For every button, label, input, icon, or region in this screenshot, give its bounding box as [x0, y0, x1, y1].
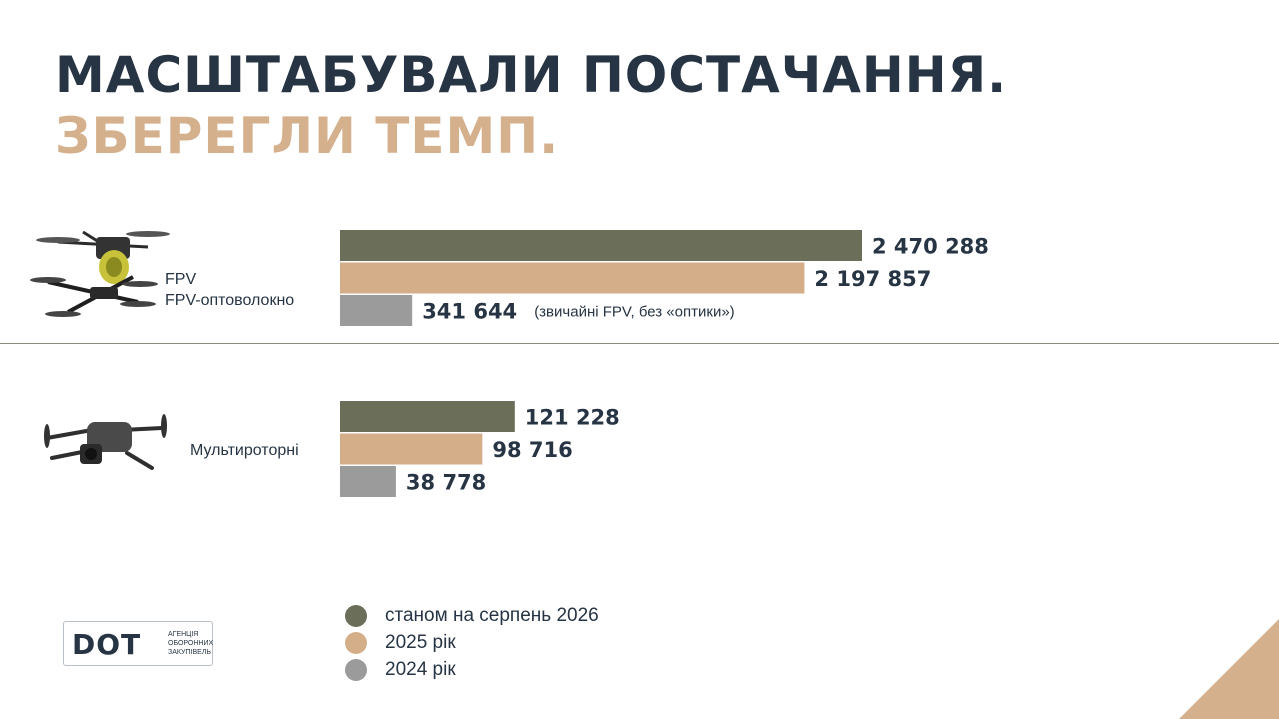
group-label-multirotor: Мультироторні: [190, 442, 299, 459]
data-label-fpv-2024: 341 644: [422, 300, 517, 324]
bar-fpv-2024: [340, 295, 413, 326]
bar-multirotor-2024: [340, 466, 396, 497]
data-label-multirotor-2024: 38 778: [406, 471, 486, 495]
legend-swatch-2025: [345, 631, 367, 654]
group-label-fpv: FPV FPV-оптоволокно: [165, 270, 294, 312]
bar-fpv-2026: [340, 230, 862, 261]
legend-label-2026: станом на серпень 2026: [385, 604, 599, 626]
annotation-fpv-2024: (звичайні FPV, без «оптики»): [534, 304, 735, 321]
logo-subtitle: АГЕНЦІЯ ОБОРОННИХ ЗАКУПІВЕЛЬ: [168, 630, 213, 657]
legend: станом на серпень 2026 2025 рік 2024 рік: [345, 602, 599, 683]
data-label-multirotor-2026: 121 228: [525, 406, 620, 430]
data-label-fpv-2026: 2 470 288: [872, 235, 989, 259]
bar-fpv-2025: [340, 262, 805, 294]
fpv-drone-icon: [30, 230, 170, 317]
data-label-multirotor-2025: 98 716: [492, 438, 572, 462]
legend-label-2025: 2025 рік: [385, 631, 456, 653]
legend-item-2026: станом на серпень 2026: [345, 602, 599, 629]
legend-label-2024: 2024 рік: [385, 658, 456, 680]
bar-multirotor-2026: [340, 401, 515, 432]
group-divider: [0, 343, 1279, 344]
page-subtitle: ЗБЕРЕГЛИ ТЕМП.: [55, 107, 560, 165]
logo-sub-2: ОБОРОННИХ: [168, 640, 214, 647]
dot-logo: DOT АГЕНЦІЯ ОБОРОННИХ ЗАКУПІВЕЛЬ: [63, 621, 213, 666]
legend-item-2025: 2025 рік: [345, 629, 599, 656]
legend-swatch-2024: [345, 658, 367, 681]
group-label-fpv-line2: FPV-оптоволокно: [165, 291, 295, 309]
logo-sub-1: АГЕНЦІЯ: [168, 631, 199, 638]
data-label-fpv-2025: 2 197 857: [814, 267, 931, 291]
legend-item-2024: 2024 рік: [345, 656, 599, 683]
page-title: МАСШТАБУВАЛИ ПОСТАЧАННЯ.: [55, 46, 1008, 104]
logo-wordmark: DOT: [72, 628, 142, 661]
logo-sub-3: ЗАКУПІВЕЛЬ: [168, 649, 212, 656]
multirotor-drone-icon: [44, 414, 167, 470]
corner-decoration: [1179, 619, 1279, 719]
legend-swatch-2026: [345, 604, 367, 627]
bar-multirotor-2025: [340, 433, 483, 465]
group-label-fpv-line1: FPV: [165, 271, 197, 288]
